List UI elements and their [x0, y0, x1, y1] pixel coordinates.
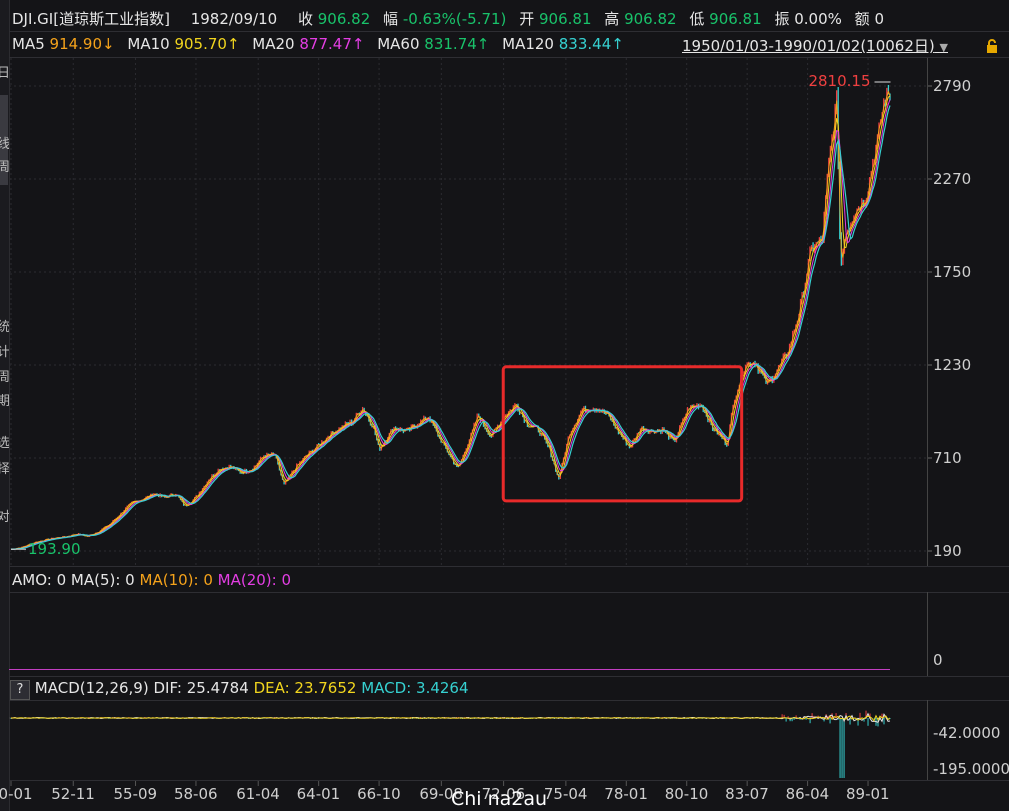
y-tick-label: 2270 — [933, 170, 972, 188]
sidebar-char[interactable]: 对 — [0, 510, 9, 525]
macd-dea: DEA: 23.7652 — [253, 679, 357, 697]
y-tick-label: 710 — [933, 449, 962, 467]
volume-baseline — [9, 669, 890, 670]
amplitude-value: 0.00% — [794, 10, 842, 28]
sidebar-char[interactable]: 日 — [0, 66, 9, 81]
sidebar-char[interactable]: 选 — [0, 436, 9, 451]
ma120-label: MA120 — [502, 35, 554, 53]
volume-axis-line — [927, 592, 928, 676]
ma120-line — [10, 105, 891, 550]
volume-ma20: MA(20): 0 — [217, 571, 292, 589]
sidebar-tab-active[interactable] — [0, 95, 8, 185]
open-label: 开 — [519, 10, 535, 28]
high-label: 高 — [604, 10, 620, 28]
x-tick-label: 66-10 — [357, 785, 401, 803]
macd-value: MACD: 3.4264 — [361, 679, 469, 697]
ma20-value: 877.47↑ — [299, 35, 365, 53]
volume-legend: AMO: 0 MA(5): 0 MA(10): 0 MA(20): 0 — [12, 571, 291, 589]
highlight-box — [501, 365, 744, 503]
x-tick-label: 89-01 — [846, 785, 890, 803]
ma20-line — [10, 99, 891, 550]
volume-axis-label: 0 — [933, 651, 943, 669]
y-tick-label: 190 — [933, 542, 962, 560]
quote-date: 1982/09/10 — [190, 10, 278, 28]
ma20-label: MA20 — [252, 35, 295, 53]
x-tick-label: 58-06 — [173, 785, 218, 803]
left-sidebar: 日 线 周 统 计 周 期 选 择 对 — [0, 0, 10, 811]
macd-axis-line — [927, 700, 928, 780]
help-button[interactable]: ? — [10, 680, 30, 700]
sidebar-char[interactable]: 择 — [0, 462, 9, 477]
low-value: 906.81 — [709, 10, 762, 28]
ma5-value: 914.90↓ — [49, 35, 115, 53]
min-label: 193.90 — [28, 540, 81, 558]
date-range-text: 1950/01/03-1990/01/02(10062日) — [682, 37, 935, 55]
dropdown-arrow-icon[interactable]: ▼ — [939, 41, 948, 54]
macd-legend: ? MACD(12,26,9) DIF: 25.4784 DEA: 23.765… — [10, 679, 469, 700]
macd-axis-label: -195.0000 — [933, 760, 1009, 778]
date-range-selector[interactable]: 1950/01/03-1990/01/02(10062日) ▼ — [682, 35, 948, 56]
close-value: 906.82 — [317, 10, 371, 28]
symbol-name[interactable]: DJI.GI[道琼斯工业指数] — [12, 10, 170, 28]
x-tick-label: 69-08 — [419, 785, 463, 803]
y-tick-label: 2790 — [933, 77, 972, 95]
amount-value: 0 — [874, 10, 885, 28]
x-tick-label: 50-01 — [0, 785, 33, 803]
close-label: 收 — [297, 10, 313, 28]
volume-ma10: MA(10): 0 — [139, 571, 213, 589]
ma10-value: 905.70↑ — [174, 35, 240, 53]
macd-axis-label: -42.0000 — [933, 724, 1001, 742]
ma5-line — [10, 90, 891, 550]
sidebar-char[interactable]: 周 — [0, 370, 9, 385]
sidebar-char[interactable]: 统 — [0, 320, 9, 335]
ma10-label: MA10 — [127, 35, 170, 53]
amplitude-label: 振 — [774, 10, 790, 28]
x-tick-label: 86-04 — [785, 785, 830, 803]
price-axis-line — [927, 58, 928, 566]
ma60-value: 831.74↑ — [424, 35, 490, 53]
x-tick-label: 61-04 — [236, 785, 280, 803]
x-tick-label: 83-07 — [725, 785, 769, 803]
low-label: 低 — [689, 10, 705, 28]
amount-label: 额 — [854, 10, 870, 28]
macd-dif: DIF: 25.4784 — [153, 679, 249, 697]
y-tick-label: 1750 — [933, 263, 972, 281]
sidebar-char[interactable]: 计 — [0, 345, 9, 360]
x-tick-label: 55-09 — [113, 785, 158, 803]
ma60-label: MA60 — [377, 35, 420, 53]
x-tick-label: 72-06 — [481, 785, 526, 803]
x-tick-label: 75-04 — [543, 785, 588, 803]
sidebar-char[interactable]: 期 — [0, 394, 9, 409]
y-tick-label: 1230 — [933, 356, 972, 374]
x-tick-label: 80-10 — [664, 785, 709, 803]
macd-dif-line — [10, 712, 891, 724]
watermark: Chi na2au — [451, 788, 548, 810]
x-tick-label: 64-01 — [296, 785, 341, 803]
high-value: 906.82 — [624, 10, 677, 28]
amo-label: AMO: 0 — [12, 571, 67, 589]
macd-title: MACD(12,26,9) — [34, 679, 149, 697]
lock-icon[interactable] — [985, 38, 999, 53]
open-value: 906.81 — [539, 10, 592, 28]
x-tick-label: 52-11 — [51, 785, 95, 803]
sidebar-char[interactable]: 线 — [0, 137, 9, 152]
ma5-label: MA5 — [12, 35, 45, 53]
max-label: 2810.15 — [808, 72, 870, 90]
change-value: -0.63%(-5.71) — [402, 10, 507, 28]
change-label: 幅 — [383, 10, 399, 28]
ma120-value: 833.44↑ — [558, 35, 624, 53]
sidebar-char[interactable]: 周 — [0, 160, 9, 175]
ma10-line — [10, 95, 891, 550]
quote-header: DJI.GI[道琼斯工业指数] 1982/09/10 收 906.82 幅 -0… — [12, 8, 884, 29]
macd-dea-line — [10, 714, 891, 722]
volume-ma5: MA(5): 0 — [70, 571, 135, 589]
x-tick-label: 78-01 — [604, 785, 648, 803]
ma-legend: MA5 914.90↓ MA10 905.70↑ MA20 877.47↑ MA… — [12, 35, 624, 53]
